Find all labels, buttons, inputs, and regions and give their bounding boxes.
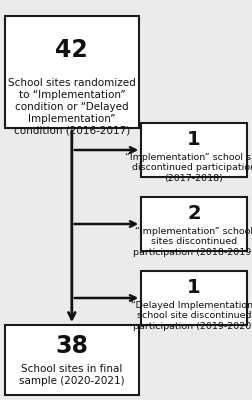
Text: 38: 38 [55, 334, 88, 358]
Text: “Implementation” school site
discontinued participation
(2017-2018): “Implementation” school site discontinue… [125, 153, 252, 183]
FancyBboxPatch shape [5, 16, 139, 128]
FancyBboxPatch shape [141, 197, 247, 251]
Text: School sites randomized
to “Implementation”
condition or “Delayed
Implementation: School sites randomized to “Implementati… [8, 78, 136, 136]
Text: “Implementation” school
sites discontinued
participation (2018-2019): “Implementation” school sites discontinu… [133, 227, 252, 257]
Text: 42: 42 [55, 38, 88, 62]
Text: School sites in final
sample (2020-2021): School sites in final sample (2020-2021) [19, 364, 125, 386]
Text: 2: 2 [187, 204, 201, 223]
FancyBboxPatch shape [141, 123, 247, 177]
Text: “Delayed Implementation”
school site discontinued
participation (2019-2020): “Delayed Implementation” school site dis… [131, 301, 252, 331]
FancyBboxPatch shape [5, 325, 139, 395]
FancyBboxPatch shape [141, 271, 247, 325]
Text: 1: 1 [187, 130, 201, 149]
Text: 1: 1 [187, 278, 201, 297]
